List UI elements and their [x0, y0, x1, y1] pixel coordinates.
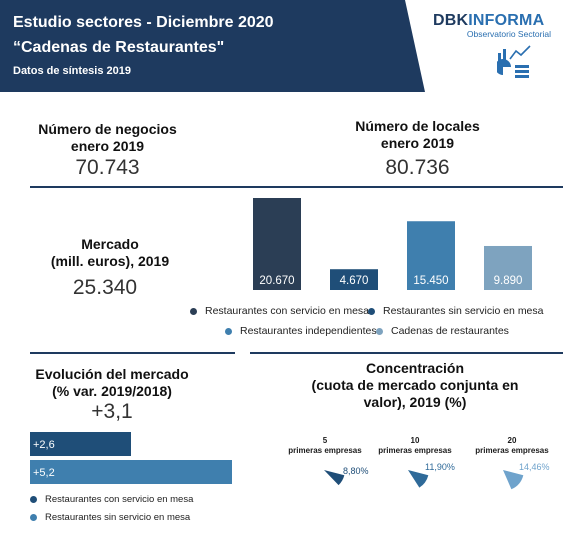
legend-swatch-2	[225, 327, 232, 335]
concentration-group-0: 5 primeras empresas	[280, 436, 370, 456]
legend-swatch-0	[190, 307, 197, 315]
page-subtitle: “Cadenas de Restaurantes"	[13, 39, 225, 56]
kpi-evolucion-label: Evolución del mercado (% var. 2019/2018)	[22, 366, 202, 400]
concentration-group-1-label: primeras empresas	[378, 446, 452, 455]
chart-dashboard-icon	[497, 45, 531, 78]
kpi-concentracion-label-line1: Concentración	[365, 360, 464, 376]
legend-label-0: Restaurantes con servicio en mesa	[205, 305, 369, 317]
kpi-mercado-label-line2: (mill. euros), 2019	[50, 253, 170, 269]
kpi-negocios-value: 70.743	[75, 156, 140, 179]
growth-legend-item-1: Restaurantes sin servicio en mesa	[30, 512, 190, 523]
logo-text-dark: DBK	[433, 12, 469, 29]
concentration-pie-2	[503, 470, 524, 490]
pie-slice-0	[324, 470, 345, 486]
growth-bar-0	[30, 432, 131, 456]
kpi-mercado-label-line1: Mercado	[81, 236, 139, 252]
kpi-locales-label: Número de locales enero 2019	[330, 118, 505, 152]
growth-bar-label-1: +5,2	[33, 467, 55, 479]
kpi-concentracion-label-line3: valor), 2019 (%)	[363, 394, 467, 410]
bar-label-3: 9.890	[494, 275, 523, 287]
kpi-locales-value: 80.736	[385, 156, 450, 179]
kpi-concentracion-label: Concentración (cuota de mercado conjunta…	[300, 360, 530, 411]
header-banner: Estudio sectores - Diciembre 2020 “Caden…	[0, 0, 563, 92]
kpi-mercado-label: Mercado (mill. euros), 2019	[25, 236, 195, 270]
bar-label-1: 4.670	[340, 275, 369, 287]
kpi-mercado-value: 25.340	[72, 276, 138, 299]
legend-swatch-1	[368, 307, 375, 315]
legend-item-2: Restaurantes independientes	[225, 325, 377, 337]
growth-bar-1	[30, 460, 232, 484]
legend-item-1: Restaurantes sin servicio en mesa	[368, 305, 544, 317]
concentration-value-0: 8,80%	[343, 466, 369, 476]
bar-3	[484, 245, 532, 290]
kpi-evolucion-label-line2: (% var. 2019/2018)	[52, 383, 172, 399]
bar-0	[253, 198, 301, 290]
kpi-negocios-label-line2: enero 2019	[70, 138, 145, 154]
concentration-group-2-label: primeras empresas	[475, 446, 549, 455]
growth-legend-item-0: Restaurantes con servicio en mesa	[30, 494, 193, 505]
market-growth-bar-chart: +2,6 +5,2	[30, 432, 232, 484]
bar-2	[407, 221, 455, 290]
growth-legend-label-1: Restaurantes sin servicio en mesa	[45, 512, 191, 523]
legend-label-2: Restaurantes independientes	[240, 325, 377, 337]
kpi-concentracion-label-line2: (cuota de mercado conjunta en	[311, 377, 519, 393]
concentration-group-0-label: primeras empresas	[288, 446, 362, 455]
bar-label-0: 20.670	[259, 275, 294, 287]
brand-logo: DBKINFORMA Observatorio Sectorial	[433, 12, 551, 39]
legend-label-1: Restaurantes sin servicio en mesa	[383, 305, 544, 317]
concentration-value-2: 14,46%	[519, 462, 550, 472]
kpi-locales-label-line2: enero 2019	[380, 135, 455, 151]
legend-swatch-3	[376, 327, 383, 335]
concentration-pie-0	[324, 470, 345, 486]
growth-legend-label-0: Restaurantes con servicio en mesa	[45, 494, 194, 505]
page-note: Datos de síntesis 2019	[13, 65, 132, 77]
growth-bar-label-0: +2,6	[33, 439, 55, 451]
section-divider	[30, 186, 563, 188]
pie-slice-2	[503, 470, 524, 490]
legend-label-3: Cadenas de restaurantes	[391, 325, 509, 337]
market-segment-bar-chart: 20.670 4.670 15.450 9.890	[253, 198, 532, 290]
growth-legend-swatch-1	[30, 514, 37, 521]
section-divider-left	[30, 352, 235, 354]
concentration-group-1-n: 10	[410, 436, 420, 445]
concentration-group-2-n: 20	[507, 436, 517, 445]
growth-legend-swatch-0	[30, 496, 37, 503]
legend-item-0: Restaurantes con servicio en mesa	[190, 305, 369, 317]
concentration-value-1: 11,90%	[425, 462, 455, 472]
logo-subtitle: Observatorio Sectorial	[466, 29, 551, 39]
kpi-evolucion-label-line1: Evolución del mercado	[35, 366, 189, 382]
legend-item-3: Cadenas de restaurantes	[376, 325, 509, 337]
kpi-evolucion-value: +3,1	[91, 400, 133, 423]
kpi-negocios-label: Número de negocios enero 2019	[20, 121, 195, 155]
concentration-pie-1	[408, 470, 429, 488]
concentration-group-1: 10 primeras empresas	[370, 436, 460, 456]
pie-slice-1	[408, 470, 429, 488]
header-banner-shape	[0, 0, 425, 92]
kpi-negocios-label-line1: Número de negocios	[38, 121, 177, 137]
concentration-group-0-n: 5	[322, 436, 328, 445]
bar-label-2: 15.450	[413, 275, 448, 287]
concentration-group-2: 20 primeras empresas	[467, 436, 557, 456]
page-title: Estudio sectores - Diciembre 2020	[13, 14, 274, 31]
logo-text-accent: INFORMA	[468, 12, 545, 29]
bar-1	[330, 269, 378, 290]
section-divider-right	[250, 352, 563, 354]
kpi-locales-label-line1: Número de locales	[355, 118, 480, 134]
